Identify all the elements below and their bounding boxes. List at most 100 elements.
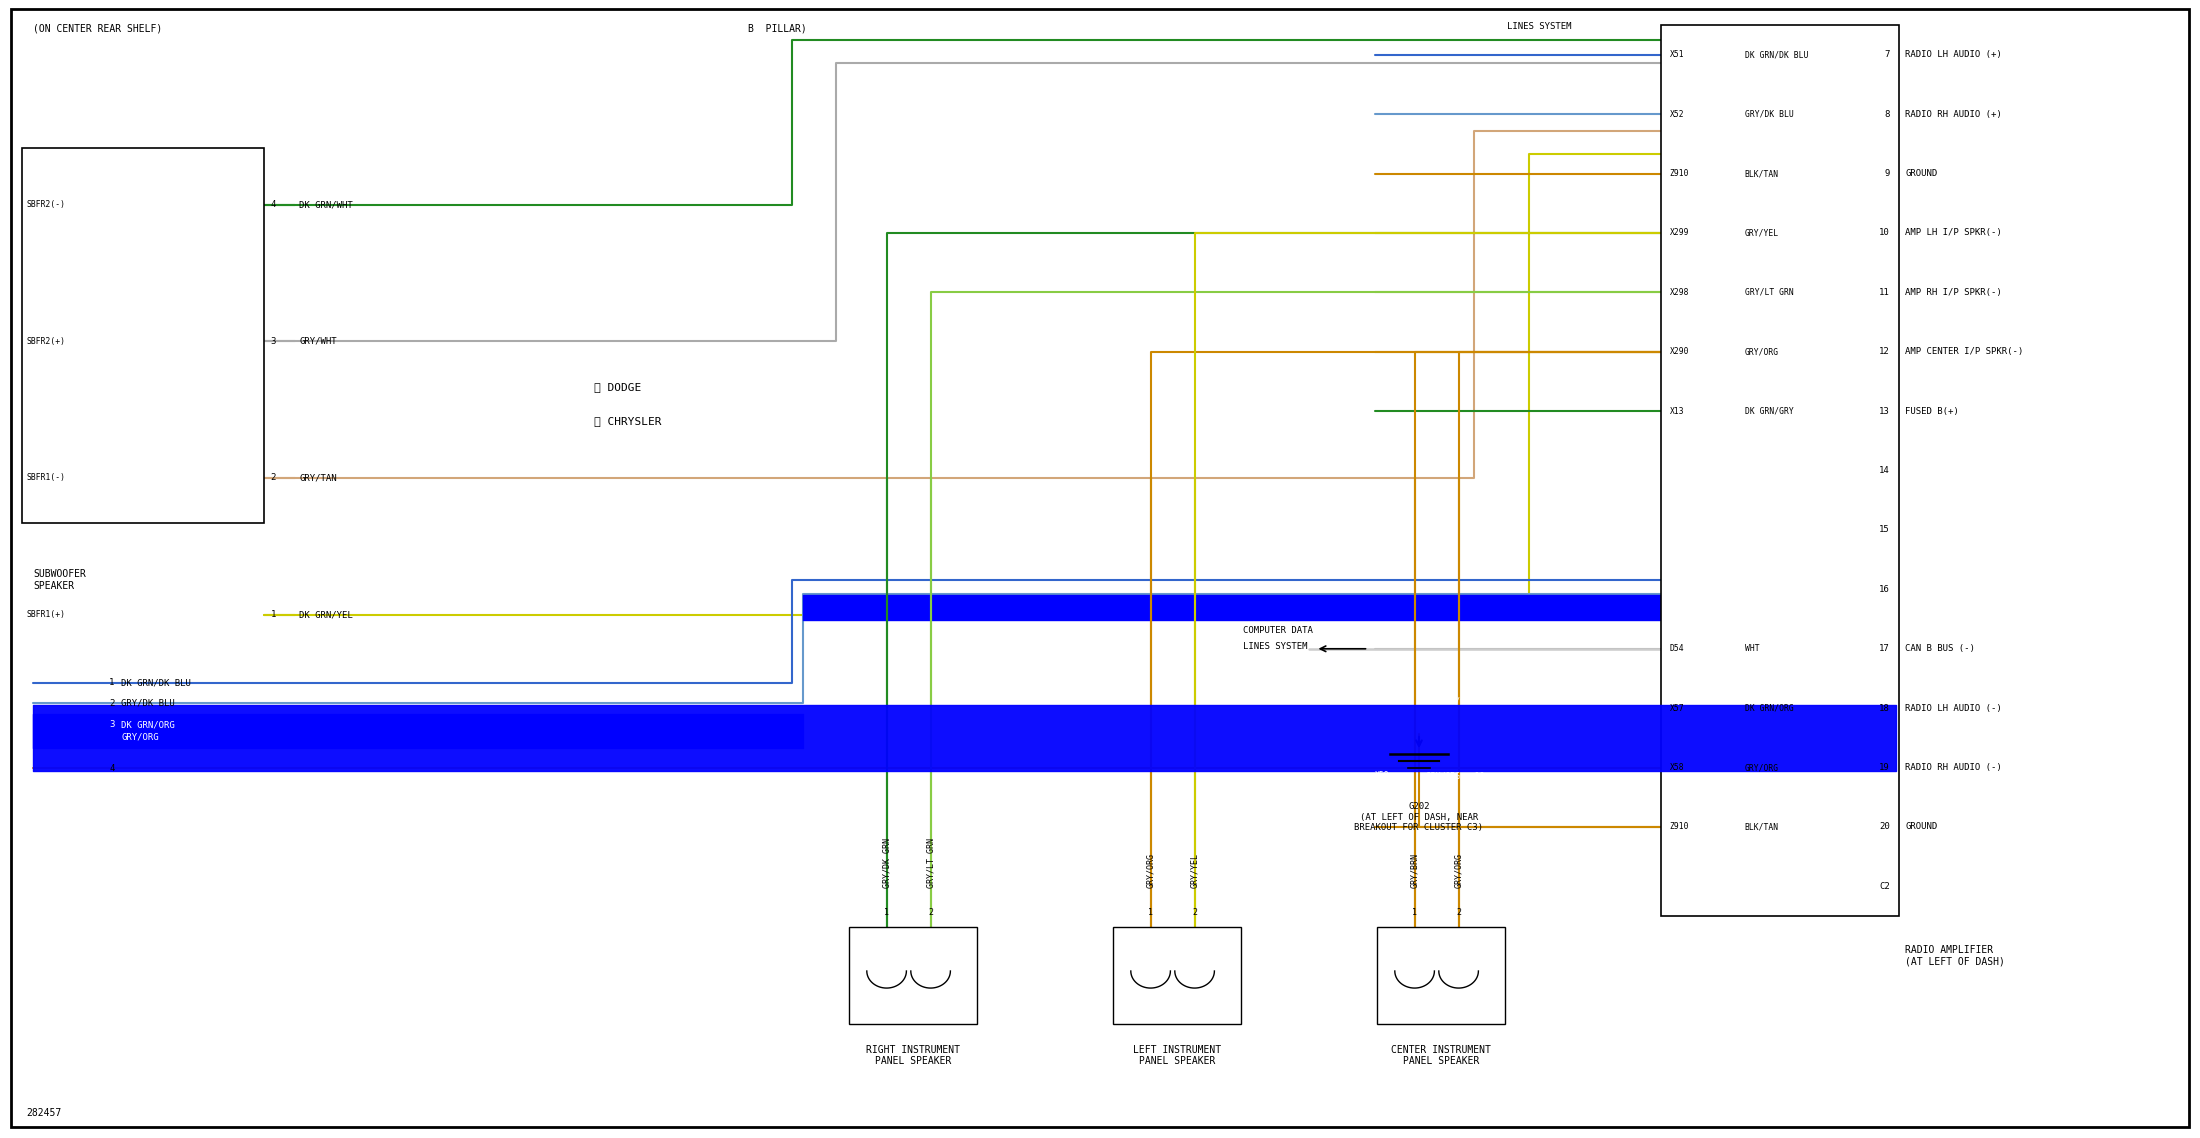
Text: DK GRN/DK BLU: DK GRN/DK BLU xyxy=(121,678,191,687)
Text: GRY/YEL: GRY/YEL xyxy=(1745,229,1780,238)
Text: 1: 1 xyxy=(110,678,114,687)
Text: C2: C2 xyxy=(1879,882,1890,891)
Text: 1: 1 xyxy=(884,908,889,917)
Text: LINES SYSTEM: LINES SYSTEM xyxy=(1507,22,1571,31)
Text: X52: X52 xyxy=(1670,109,1685,118)
Text: 13: 13 xyxy=(1879,406,1890,415)
Text: GRY/BRN: GRY/BRN xyxy=(1410,852,1419,888)
Text: 8: 8 xyxy=(1885,109,1890,118)
Text: RADIO AMPLIFIER
(AT LEFT OF DASH): RADIO AMPLIFIER (AT LEFT OF DASH) xyxy=(1905,945,2004,966)
Text: FUSED B(+): FUSED B(+) xyxy=(1905,406,1958,415)
Text: Z910: Z910 xyxy=(1670,170,1690,178)
Text: 3: 3 xyxy=(110,720,114,729)
Bar xyxy=(22,148,264,523)
Text: GRY/ORG: GRY/ORG xyxy=(1454,852,1463,888)
Bar xyxy=(1113,927,1241,1024)
Text: BLK/TAN: BLK/TAN xyxy=(1745,170,1780,178)
Text: G202
(AT LEFT OF DASH, NEAR
BREAKOUT FOR CLUSTER C3): G202 (AT LEFT OF DASH, NEAR BREAKOUT FOR… xyxy=(1355,802,1483,832)
Text: 4: 4 xyxy=(110,764,114,773)
Text: X58: X58 xyxy=(1375,772,1390,780)
Text: GRY/WHT: GRY/WHT xyxy=(299,337,337,346)
Text: 16: 16 xyxy=(1879,585,1890,594)
Text: DK GRN/ORG: DK GRN/ORG xyxy=(121,720,174,729)
Text: 11: 11 xyxy=(1879,288,1890,297)
Bar xyxy=(1377,927,1505,1024)
Bar xyxy=(1661,25,1899,916)
Text: AMP CENTER I/P SPKR(-): AMP CENTER I/P SPKR(-) xyxy=(1905,347,2024,356)
Text: WHT: WHT xyxy=(1745,644,1760,653)
Text: 2: 2 xyxy=(110,699,114,708)
Text: 9: 9 xyxy=(1885,170,1890,178)
Text: LINES SYSTEM: LINES SYSTEM xyxy=(1243,642,1307,651)
Text: GRY/DK BLU: GRY/DK BLU xyxy=(121,699,174,708)
Text: GRY/ORG: GRY/ORG xyxy=(1745,764,1780,772)
Text: 19: 19 xyxy=(1879,764,1890,772)
Text: BLK/TAN: BLK/TAN xyxy=(1745,823,1780,832)
Text: CAN B BUS (-): CAN B BUS (-) xyxy=(1905,644,1976,653)
Text: DK GRN/ORG 18: DK GRN/ORG 18 xyxy=(1426,696,1489,706)
Text: 4: 4 xyxy=(271,200,275,209)
Text: X51: X51 xyxy=(1670,50,1685,59)
Text: 15: 15 xyxy=(1879,526,1890,535)
Text: X299: X299 xyxy=(1670,229,1690,238)
Text: 1: 1 xyxy=(271,610,275,619)
Text: RADIO LH AUDIO (-): RADIO LH AUDIO (-) xyxy=(1905,703,2002,712)
Text: 3: 3 xyxy=(271,337,275,346)
Text: SUBWOOFER
SPEAKER: SUBWOOFER SPEAKER xyxy=(33,569,86,591)
Text: Z910: Z910 xyxy=(1670,823,1690,832)
Text: 17: 17 xyxy=(1879,644,1890,653)
Text: GRY/ORG   19: GRY/ORG 19 xyxy=(1426,772,1485,780)
Text: RIGHT INSTRUMENT
PANEL SPEAKER: RIGHT INSTRUMENT PANEL SPEAKER xyxy=(867,1045,959,1066)
Text: X290: X290 xyxy=(1670,347,1690,356)
Text: X57: X57 xyxy=(1670,703,1685,712)
Text: D54: D54 xyxy=(1670,644,1685,653)
Text: SBFR1(-): SBFR1(-) xyxy=(26,473,66,483)
Text: X298: X298 xyxy=(1670,288,1690,297)
Text: RADIO LH AUDIO (+): RADIO LH AUDIO (+) xyxy=(1905,50,2002,59)
Text: 12: 12 xyxy=(1879,347,1890,356)
Text: GROUND: GROUND xyxy=(1905,170,1938,178)
Text: X13: X13 xyxy=(1670,406,1685,415)
Text: 10: 10 xyxy=(1879,229,1890,238)
Text: B  PILLAR): B PILLAR) xyxy=(748,24,807,33)
Text: DK GRN/ORG: DK GRN/ORG xyxy=(1745,703,1793,712)
Text: GRY/ORG: GRY/ORG xyxy=(121,733,158,742)
Text: SBFR2(+): SBFR2(+) xyxy=(26,337,66,346)
Text: ② CHRYSLER: ② CHRYSLER xyxy=(594,417,662,426)
Text: LEFT INSTRUMENT
PANEL SPEAKER: LEFT INSTRUMENT PANEL SPEAKER xyxy=(1133,1045,1221,1066)
Text: 2: 2 xyxy=(1192,908,1197,917)
Text: 20: 20 xyxy=(1879,823,1890,832)
Bar xyxy=(849,927,977,1024)
Text: 7: 7 xyxy=(1885,50,1890,59)
Text: GRY/TAN: GRY/TAN xyxy=(299,473,337,483)
Text: GROUND: GROUND xyxy=(1905,823,1938,832)
Text: 18: 18 xyxy=(1879,703,1890,712)
Text: RADIO RH AUDIO (-): RADIO RH AUDIO (-) xyxy=(1905,764,2002,772)
Text: RADIO RH AUDIO (+): RADIO RH AUDIO (+) xyxy=(1905,109,2002,118)
Text: GRY/YEL: GRY/YEL xyxy=(1190,852,1199,888)
Text: GRY/DK GRN: GRY/DK GRN xyxy=(882,838,891,888)
Text: GRY/ORG: GRY/ORG xyxy=(1146,852,1155,888)
Text: X57: X57 xyxy=(1375,696,1390,706)
Text: DK GRN/WHT: DK GRN/WHT xyxy=(299,200,352,209)
Text: DK GRN/YEL: DK GRN/YEL xyxy=(299,610,352,619)
Text: ① DODGE: ① DODGE xyxy=(594,382,640,391)
Text: COMPUTER DATA: COMPUTER DATA xyxy=(1243,626,1313,635)
Text: GRY/ORG: GRY/ORG xyxy=(1745,347,1780,356)
Text: 282457: 282457 xyxy=(26,1108,62,1118)
Text: GRY/LT GRN: GRY/LT GRN xyxy=(926,838,935,888)
Text: (ON CENTER REAR SHELF): (ON CENTER REAR SHELF) xyxy=(33,24,163,33)
Text: 2: 2 xyxy=(1456,908,1461,917)
Text: CENTER INSTRUMENT
PANEL SPEAKER: CENTER INSTRUMENT PANEL SPEAKER xyxy=(1390,1045,1492,1066)
Text: AMP RH I/P SPKR(-): AMP RH I/P SPKR(-) xyxy=(1905,288,2002,297)
Text: 14: 14 xyxy=(1879,467,1890,475)
Text: GRY/DK BLU: GRY/DK BLU xyxy=(1745,109,1793,118)
Text: 2: 2 xyxy=(928,908,933,917)
Text: DK GRN/GRY: DK GRN/GRY xyxy=(1745,406,1793,415)
Text: SBFR2(-): SBFR2(-) xyxy=(26,200,66,209)
Text: X58: X58 xyxy=(1670,764,1685,772)
Text: 2: 2 xyxy=(271,473,275,483)
Text: 1: 1 xyxy=(1412,908,1417,917)
Text: GRY/LT GRN: GRY/LT GRN xyxy=(1745,288,1793,297)
Text: AMP LH I/P SPKR(-): AMP LH I/P SPKR(-) xyxy=(1905,229,2002,238)
